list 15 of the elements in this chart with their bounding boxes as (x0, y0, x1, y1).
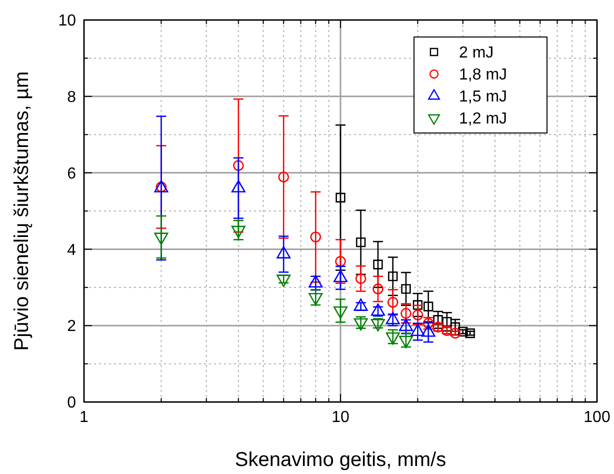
y-tick-label: 6 (67, 165, 76, 182)
x-tick-label: 10 (332, 409, 350, 426)
x-tick-label: 100 (584, 409, 610, 426)
legend-label: 1,5 mJ (459, 88, 508, 106)
x-axis-title: Skenavimo geitis, mm/s (234, 449, 446, 471)
y-axis-title: Pjūvio sienelių šiurkštumas, µm (11, 71, 33, 351)
y-tick-label: 8 (67, 89, 76, 106)
x-tick-label: 1 (80, 409, 89, 426)
y-tick-label: 0 (67, 394, 76, 412)
legend-label: 1,2 mJ (459, 110, 508, 128)
legend-label: 2 mJ (459, 44, 494, 62)
y-tick-label: 10 (58, 12, 76, 30)
y-tick-label: 4 (67, 242, 76, 259)
legend-label: 1,8 mJ (459, 66, 508, 84)
y-tick-label: 2 (67, 318, 76, 336)
